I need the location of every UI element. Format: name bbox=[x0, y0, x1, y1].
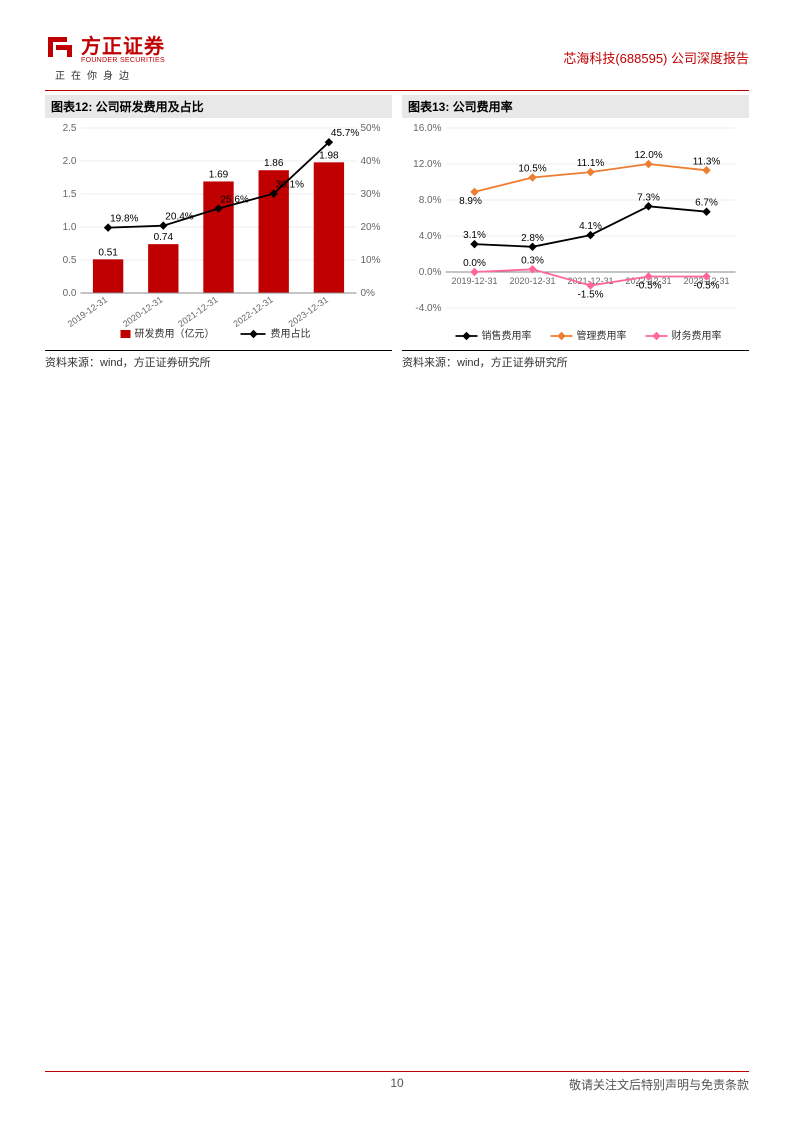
header-rule bbox=[45, 90, 749, 91]
svg-text:30%: 30% bbox=[361, 189, 381, 200]
svg-text:3.1%: 3.1% bbox=[463, 230, 486, 241]
footer-disclaimer: 敬请关注文后特别声明与免责条款 bbox=[569, 1076, 749, 1093]
chart12-block: 图表12: 公司研发费用及占比 0.0 0.5 1.0 1.5 2.0 2.5 0% 10% 2… bbox=[45, 95, 392, 370]
svg-text:2022-12-31: 2022-12-31 bbox=[231, 294, 274, 329]
chart12-source: 资料来源：wind，方正证券研究所 bbox=[45, 350, 392, 370]
chart13-title: 图表13: 公司费用率 bbox=[402, 95, 749, 118]
svg-text:管理费用率: 管理费用率 bbox=[577, 329, 627, 342]
svg-text:10%: 10% bbox=[361, 255, 381, 266]
svg-text:0.3%: 0.3% bbox=[521, 255, 544, 266]
chart13-area: -4.0% 0.0% 4.0% 8.0% 12.0% 16.0% 2019-12-31 202… bbox=[402, 118, 749, 348]
svg-text:12.0%: 12.0% bbox=[634, 150, 662, 161]
logo-block: 方正证券 FOUNDER SECURITIES 正在你身边 bbox=[45, 30, 165, 82]
svg-text:2020-12-31: 2020-12-31 bbox=[509, 276, 555, 286]
chart13-svg: -4.0% 0.0% 4.0% 8.0% 12.0% 16.0% 2019-12-31 202… bbox=[402, 118, 749, 348]
svg-text:0.74: 0.74 bbox=[154, 232, 174, 243]
svg-text:2.5: 2.5 bbox=[63, 123, 77, 134]
svg-text:1.98: 1.98 bbox=[319, 150, 339, 161]
svg-text:费用占比: 费用占比 bbox=[271, 327, 311, 340]
svg-text:8.0%: 8.0% bbox=[419, 195, 442, 206]
svg-text:0.0%: 0.0% bbox=[419, 267, 442, 278]
svg-text:1.86: 1.86 bbox=[264, 158, 284, 169]
svg-text:0%: 0% bbox=[361, 288, 376, 299]
svg-text:0.5: 0.5 bbox=[63, 255, 77, 266]
svg-text:2023-12-31: 2023-12-31 bbox=[287, 294, 330, 329]
svg-text:40%: 40% bbox=[361, 156, 381, 167]
chart12-title: 图表12: 公司研发费用及占比 bbox=[45, 95, 392, 118]
svg-text:11.1%: 11.1% bbox=[577, 158, 605, 169]
svg-text:2021-12-31: 2021-12-31 bbox=[176, 294, 219, 329]
svg-text:11.3%: 11.3% bbox=[693, 156, 721, 167]
page-number: 10 bbox=[390, 1076, 403, 1090]
page-header: 方正证券 FOUNDER SECURITIES 正在你身边 芯海科技(68859… bbox=[45, 30, 749, 82]
page-footer: 10 敬请关注文后特别声明与免责条款 bbox=[45, 1071, 749, 1093]
svg-text:4.0%: 4.0% bbox=[419, 231, 442, 242]
charts-row: 图表12: 公司研发费用及占比 0.0 0.5 1.0 1.5 2.0 2.5 0% 10% 2… bbox=[45, 95, 749, 370]
svg-text:0.0%: 0.0% bbox=[463, 258, 486, 269]
svg-text:20%: 20% bbox=[361, 222, 381, 233]
logo-main-text: 方正证券 bbox=[81, 30, 165, 59]
svg-text:1.5: 1.5 bbox=[63, 189, 77, 200]
chart13-block: 图表13: 公司费用率 -4.0% 0.0% 4.0% 8.0% 12.0% 16.0% 2… bbox=[402, 95, 749, 370]
header-right-text: 芯海科技(688595) 公司深度报告 bbox=[563, 48, 749, 67]
svg-text:2020-12-31: 2020-12-31 bbox=[121, 294, 164, 329]
footer-rule bbox=[45, 1071, 749, 1072]
chart12-area: 0.0 0.5 1.0 1.5 2.0 2.5 0% 10% 20% 30% 40% 50% 0.51 0… bbox=[45, 118, 392, 348]
svg-text:6.7%: 6.7% bbox=[695, 198, 718, 209]
chart13-source: 资料来源：wind，方正证券研究所 bbox=[402, 350, 749, 370]
svg-text:2019-12-31: 2019-12-31 bbox=[66, 294, 109, 329]
svg-text:2.8%: 2.8% bbox=[521, 233, 544, 244]
svg-text:16.0%: 16.0% bbox=[413, 123, 441, 134]
svg-text:1.69: 1.69 bbox=[209, 169, 229, 180]
svg-text:1.0: 1.0 bbox=[63, 222, 77, 233]
svg-text:2.0: 2.0 bbox=[63, 156, 77, 167]
svg-text:50%: 50% bbox=[361, 123, 381, 134]
svg-text:7.3%: 7.3% bbox=[637, 192, 660, 203]
svg-text:财务费用率: 财务费用率 bbox=[672, 329, 722, 342]
svg-text:12.0%: 12.0% bbox=[413, 159, 441, 170]
svg-text:45.7%: 45.7% bbox=[331, 128, 359, 139]
svg-text:2019-12-31: 2019-12-31 bbox=[451, 276, 497, 286]
svg-text:30.1%: 30.1% bbox=[276, 180, 304, 191]
svg-text:-1.5%: -1.5% bbox=[577, 290, 603, 301]
svg-text:25.6%: 25.6% bbox=[221, 195, 249, 206]
svg-text:0.51: 0.51 bbox=[98, 247, 118, 258]
founder-logo-icon bbox=[45, 34, 75, 60]
svg-text:4.1%: 4.1% bbox=[579, 221, 602, 232]
svg-text:-4.0%: -4.0% bbox=[415, 303, 441, 314]
chart12-svg: 0.0 0.5 1.0 1.5 2.0 2.5 0% 10% 20% 30% 40% 50% 0.51 0… bbox=[45, 118, 392, 348]
svg-text:19.8%: 19.8% bbox=[110, 214, 138, 225]
svg-text:-0.5%: -0.5% bbox=[693, 281, 719, 292]
svg-text:8.9%: 8.9% bbox=[459, 196, 482, 207]
svg-text:10.5%: 10.5% bbox=[518, 164, 546, 175]
svg-text:销售费用率: 销售费用率 bbox=[482, 329, 532, 342]
logo-sub-text: FOUNDER SECURITIES bbox=[81, 57, 165, 64]
svg-text:20.4%: 20.4% bbox=[165, 212, 193, 223]
svg-text:研发费用（亿元）: 研发费用（亿元） bbox=[135, 327, 215, 340]
svg-text:-0.5%: -0.5% bbox=[635, 281, 661, 292]
svg-text:0.0: 0.0 bbox=[63, 288, 77, 299]
logo-tagline: 正在你身边 bbox=[55, 67, 165, 82]
